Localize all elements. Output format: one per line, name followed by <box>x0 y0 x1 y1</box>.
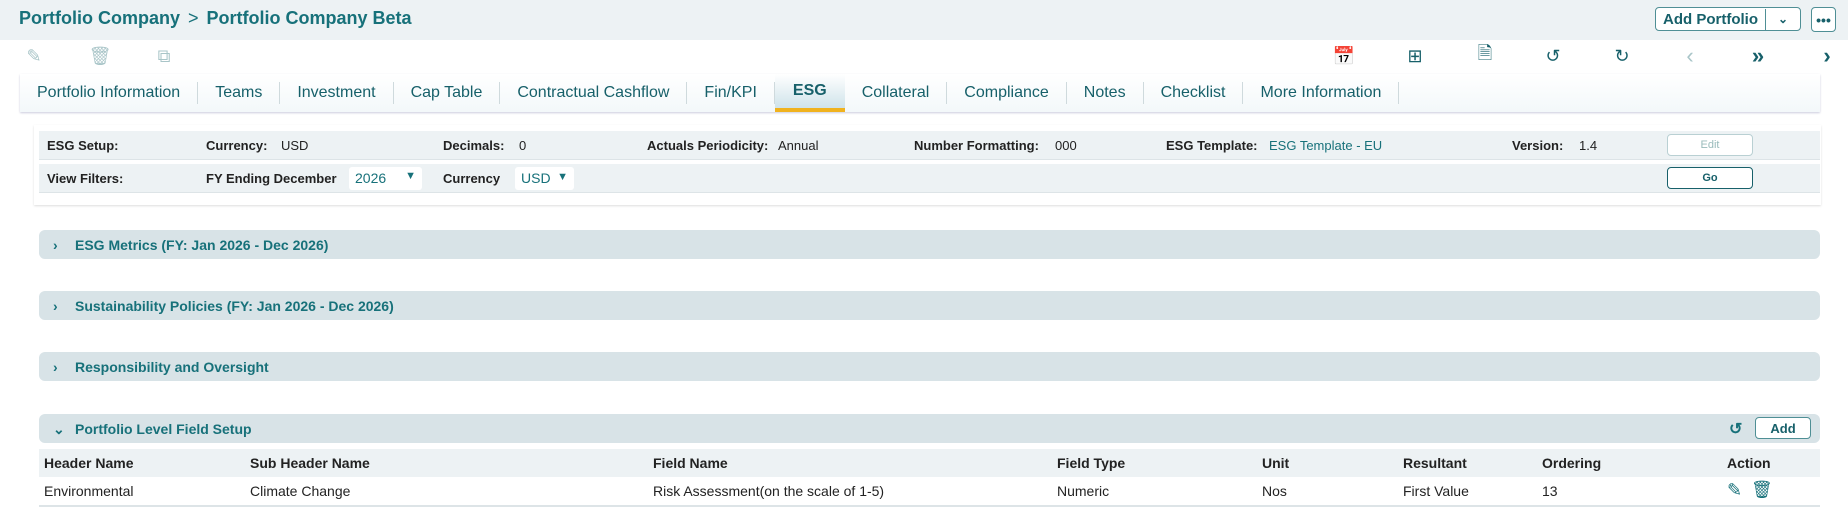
currency-select-value: USD <box>521 170 551 186</box>
tab-fin-kpi[interactable]: Fin/KPI <box>687 82 775 104</box>
section-title: Sustainability Policies (FY: Jan 2026 - … <box>75 298 394 314</box>
edit-button[interactable]: Edit <box>1667 134 1753 156</box>
section-responsibility-oversight[interactable]: › Responsibility and Oversight <box>39 352 1820 381</box>
chevron-right-icon: › <box>53 359 58 375</box>
currency-refresh-icon[interactable]: ↻ <box>1614 45 1630 66</box>
add-field-button[interactable]: Add <box>1755 417 1811 439</box>
col-field-name: Field Name <box>653 455 728 471</box>
tab-teams[interactable]: Teams <box>198 82 281 104</box>
decimals-label: Decimals: <box>443 138 505 153</box>
chevron-right-icon: › <box>53 237 58 253</box>
go-button[interactable]: Go <box>1667 167 1753 189</box>
add-portfolio-button[interactable]: Add Portfolio ⌄ <box>1655 7 1801 31</box>
version-label: Version: <box>1512 138 1564 153</box>
cell-unit: Nos <box>1262 483 1287 499</box>
tab-collateral[interactable]: Collateral <box>845 82 948 104</box>
table-row: Environmental Climate Change Risk Assess… <box>39 477 1820 507</box>
currency-select[interactable]: USD ▼ <box>515 167 574 190</box>
section-esg-metrics[interactable]: › ESG Metrics (FY: Jan 2026 - Dec 2026) <box>39 230 1820 259</box>
col-sub-header-name: Sub Header Name <box>250 455 370 471</box>
esg-setup-title: ESG Setup: <box>47 138 119 153</box>
number-formatting-value: 000 <box>1055 138 1077 153</box>
tab-portfolio-information[interactable]: Portfolio Information <box>20 82 199 104</box>
col-action: Action <box>1727 455 1771 471</box>
fy-select[interactable]: 2026 ▼ <box>349 167 422 190</box>
decimals-value: 0 <box>519 138 527 153</box>
section-portfolio-level-field-setup[interactable]: ⌄ Portfolio Level Field Setup ↺ Add <box>39 414 1820 443</box>
col-header-name: Header Name <box>44 455 134 471</box>
cell-resultant: First Value <box>1403 483 1469 499</box>
view-filters-row: View Filters: FY Ending December 2026 ▼ C… <box>39 164 1820 193</box>
tab-contractual-cashflow[interactable]: Contractual Cashflow <box>500 82 688 104</box>
trash-icon[interactable]: 🗑 <box>88 45 112 66</box>
col-ordering: Ordering <box>1542 455 1602 471</box>
tab-esg[interactable]: ESG <box>774 74 845 112</box>
cell-ordering: 13 <box>1542 483 1558 499</box>
tab-more-information[interactable]: More Information <box>1243 82 1400 104</box>
calendar-add-icon[interactable]: 📅 <box>1332 45 1356 66</box>
previous-icon[interactable]: ‹ <box>1686 43 1694 68</box>
section-title: Portfolio Level Field Setup <box>75 421 252 437</box>
version-value: 1.4 <box>1579 138 1598 153</box>
col-field-type: Field Type <box>1057 455 1126 471</box>
tab-checklist[interactable]: Checklist <box>1144 82 1244 104</box>
fast-forward-icon[interactable]: » <box>1751 43 1765 68</box>
form-add-icon[interactable]: ⊞ <box>1407 45 1423 66</box>
tab-compliance[interactable]: Compliance <box>947 82 1067 104</box>
currency-label: Currency: <box>206 138 268 153</box>
section-sustainability-policies[interactable]: › Sustainability Policies (FY: Jan 2026 -… <box>39 291 1820 320</box>
cell-sub-header-name: Climate Change <box>250 483 351 499</box>
add-portfolio-label[interactable]: Add Portfolio <box>1656 8 1766 30</box>
chevron-down-icon: ⌄ <box>53 421 65 437</box>
col-unit: Unit <box>1262 455 1290 471</box>
tab-notes[interactable]: Notes <box>1067 82 1144 104</box>
breadcrumb: Portfolio Company > Portfolio Company Beta <box>19 8 412 29</box>
esg-template-label: ESG Template: <box>1166 138 1258 153</box>
cell-field-name: Risk Assessment(on the scale of 1-5) <box>653 483 885 499</box>
section-title: ESG Metrics (FY: Jan 2026 - Dec 2026) <box>75 237 329 253</box>
history-icon[interactable]: ↺ <box>1729 421 1743 438</box>
esg-setup-panel: ESG Setup: Currency: USD Decimals: 0 Act… <box>34 125 1821 205</box>
breadcrumb-separator: > <box>188 8 199 28</box>
tab-cap-table[interactable]: Cap Table <box>394 82 501 104</box>
tab-bar: Portfolio Information Teams Investment C… <box>20 74 1820 112</box>
top-bar <box>0 0 1848 40</box>
col-resultant: Resultant <box>1403 455 1467 471</box>
breadcrumb-root[interactable]: Portfolio Company <box>19 8 180 28</box>
trash-icon[interactable]: 🗑 <box>1751 480 1773 499</box>
next-icon[interactable]: › <box>1823 43 1831 68</box>
caret-down-icon: ▼ <box>405 170 416 182</box>
periodicity-value: Annual <box>778 138 819 153</box>
view-filters-title: View Filters: <box>47 171 124 186</box>
tab-investment[interactable]: Investment <box>280 82 394 104</box>
cell-field-type: Numeric <box>1057 483 1110 499</box>
chevron-right-icon: › <box>53 298 58 314</box>
edit-icon[interactable]: ✎ <box>1727 480 1743 500</box>
table-header-row: Header Name Sub Header Name Field Name F… <box>39 449 1820 477</box>
edit-icon[interactable]: ✎ <box>26 45 42 66</box>
esg-setup-row: ESG Setup: Currency: USD Decimals: 0 Act… <box>39 131 1820 160</box>
file-add-icon[interactable]: 🗎 <box>1477 43 1493 63</box>
number-formatting-label: Number Formatting: <box>914 138 1039 153</box>
periodicity-label: Actuals Periodicity: <box>647 138 769 153</box>
fy-ending-label: FY Ending December <box>206 171 337 186</box>
fy-select-value: 2026 <box>355 170 387 186</box>
breadcrumb-current: Portfolio Company Beta <box>206 8 412 28</box>
cell-header-name: Environmental <box>44 483 134 499</box>
field-setup-table: Header Name Sub Header Name Field Name F… <box>39 449 1820 507</box>
chevron-down-icon[interactable]: ⌄ <box>1777 12 1789 26</box>
history-icon[interactable]: ↺ <box>1545 45 1561 66</box>
copy-icon[interactable]: ⧉ <box>157 45 171 66</box>
section-title: Responsibility and Oversight <box>75 359 269 375</box>
esg-template-link[interactable]: ESG Template - EU <box>1269 138 1383 153</box>
caret-down-icon: ▼ <box>557 171 568 183</box>
more-options-button[interactable]: ••• <box>1811 7 1836 32</box>
filter-currency-label: Currency <box>443 171 501 186</box>
currency-value: USD <box>281 138 309 153</box>
